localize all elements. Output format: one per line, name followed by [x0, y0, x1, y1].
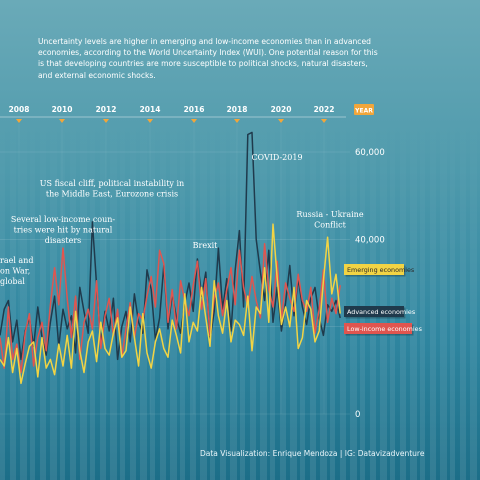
intro-text: Uncertainty levels are higher in emergin… — [38, 37, 378, 80]
x-tick-marker — [59, 119, 65, 123]
background-band — [190, 118, 196, 480]
background-band — [370, 118, 376, 480]
x-tick-marker — [147, 119, 153, 123]
background-band — [380, 118, 387, 480]
event-annotation: COVID-2019 — [251, 153, 302, 162]
legend-label: Low-income economies — [347, 325, 423, 333]
background-band — [160, 118, 166, 480]
y-tick-label: 60,000 — [355, 148, 385, 158]
background-band — [30, 118, 35, 480]
x-tick-label: 2010 — [52, 105, 73, 114]
background-band — [20, 118, 27, 480]
event-annotation: Russia - Ukraine Conflict — [296, 210, 363, 230]
background-band — [310, 118, 316, 480]
series-line-low-income — [0, 242, 341, 374]
background-band — [400, 118, 406, 480]
x-tick-label: 2008 — [9, 105, 30, 114]
event-annotation: Several low-income coun-tries were hit b… — [11, 215, 116, 245]
x-tick-marker — [103, 119, 109, 123]
background-band — [430, 118, 436, 480]
background-band — [180, 118, 185, 480]
x-tick-label: 2014 — [140, 105, 161, 114]
background-band — [420, 118, 425, 480]
background-band — [120, 118, 125, 480]
background-band — [80, 118, 87, 480]
background-band — [360, 118, 365, 480]
background-band — [140, 118, 147, 480]
x-tick-marker — [278, 119, 284, 123]
background-band — [270, 118, 275, 480]
legend-label: Emerging economies — [347, 266, 415, 274]
x-tick-marker — [191, 119, 197, 123]
background-band — [0, 118, 5, 480]
credit-line: Data Visualization: Enrique Mendoza | IG… — [200, 449, 425, 458]
legend-tag-emerging — [344, 264, 404, 275]
background-band — [340, 118, 346, 480]
y-tick-label: 0 — [355, 410, 360, 420]
x-tick-label: 2016 — [184, 105, 205, 114]
legend-tag-advanced — [344, 306, 404, 317]
background-band — [90, 118, 95, 480]
y-tick-label: 40,000 — [355, 235, 385, 245]
x-tick-label: 2018 — [227, 105, 248, 114]
background-band — [70, 118, 76, 480]
legend-label: Advanced economies — [347, 308, 416, 316]
background-band — [130, 118, 136, 480]
background-band — [100, 118, 106, 480]
background-band — [410, 118, 417, 480]
legend-tag-low-income — [344, 323, 412, 334]
background-band — [460, 118, 466, 480]
background-band — [440, 118, 447, 480]
background-band — [260, 118, 267, 480]
event-annotation: Brexit — [193, 241, 219, 250]
x-tick-marker — [321, 119, 327, 123]
x-tick-label: 2012 — [96, 105, 117, 114]
event-annotation: US fiscal cliff, political instability i… — [40, 179, 184, 199]
background-band — [250, 118, 256, 480]
event-annotation: rael and on War, global — [0, 256, 33, 286]
background-band — [470, 118, 477, 480]
background-band — [220, 118, 226, 480]
x-tick-label: 2022 — [314, 105, 335, 114]
x-tick-label: 2020 — [271, 105, 292, 114]
background-band — [40, 118, 46, 480]
series-line-emerging — [0, 223, 341, 385]
year-axis-badge — [354, 104, 374, 115]
background-band — [320, 118, 327, 480]
x-tick-marker — [16, 119, 22, 123]
background-band — [450, 118, 455, 480]
x-axis-title: YEAR — [354, 108, 373, 115]
background-band — [350, 118, 357, 480]
background-band — [10, 118, 16, 480]
background-band — [60, 118, 65, 480]
background-band — [390, 118, 395, 480]
x-tick-marker — [234, 119, 240, 123]
background-band — [280, 118, 286, 480]
